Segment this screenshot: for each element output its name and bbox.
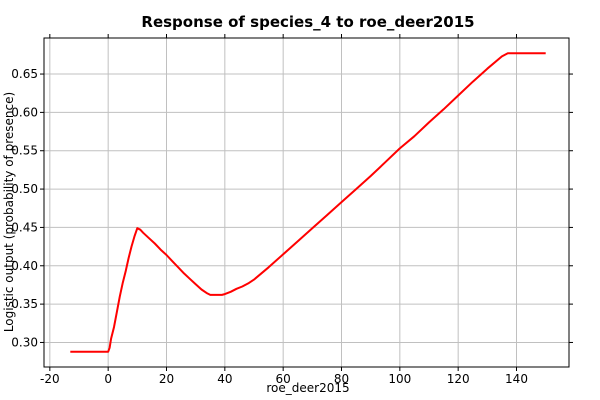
y-tick-label: 0.40 [11, 259, 38, 273]
ticks [40, 34, 573, 371]
y-tick-label: 0.30 [11, 335, 38, 349]
x-tick-label: -20 [40, 372, 60, 386]
grid [44, 38, 569, 367]
x-tick-label: 40 [217, 372, 232, 386]
x-tick-label: 120 [447, 372, 470, 386]
x-tick-label: 20 [159, 372, 174, 386]
y-tick-label: 0.45 [11, 220, 38, 234]
x-tick-label: 100 [388, 372, 411, 386]
y-tick-label: 0.55 [11, 144, 38, 158]
x-tick-label: 80 [334, 372, 349, 386]
chart-title: Response of species_4 to roe_deer2015 [141, 13, 474, 31]
x-axis-label: roe_deer2015 [266, 381, 349, 395]
y-tick-label: 0.60 [11, 105, 38, 119]
series-group [70, 52, 546, 353]
x-tick-label: 0 [104, 372, 112, 386]
x-tick-label: 60 [276, 372, 291, 386]
y-tick-label: 0.65 [11, 67, 38, 81]
y-tick-label: 0.35 [11, 297, 38, 311]
plot-frame [43, 37, 570, 368]
y-tick-label: 0.50 [11, 182, 38, 196]
x-tick-label: 140 [505, 372, 528, 386]
y-tick-labels: 0.30 0.35 0.40 0.45 0.50 0.55 0.60 0.65 [11, 67, 38, 349]
y-axis-label: Logistic output (probability of presence… [2, 92, 16, 332]
x-tick-labels: -20 0 20 40 60 80 100 120 140 [40, 372, 528, 386]
series-line [70, 52, 546, 353]
